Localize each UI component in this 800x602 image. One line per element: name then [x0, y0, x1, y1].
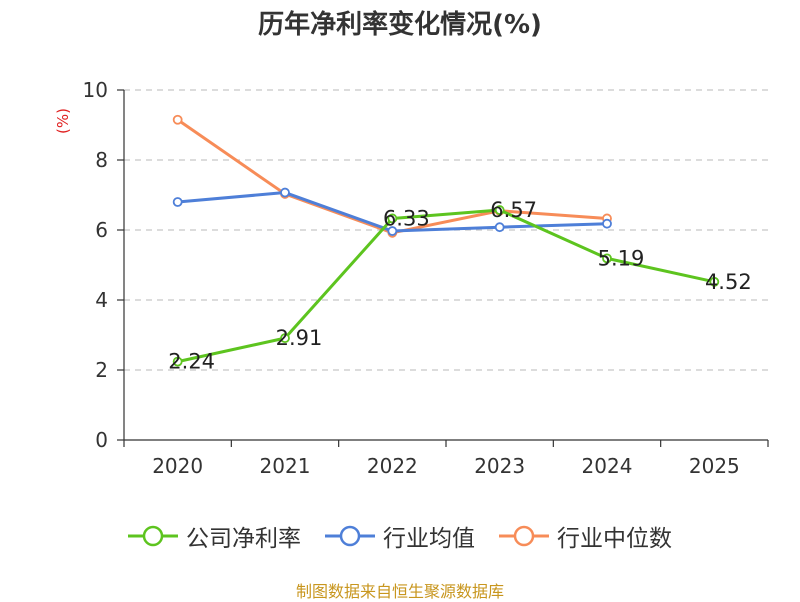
data-label: 6.57: [490, 198, 537, 222]
legend-label: 行业中位数: [557, 526, 672, 552]
x-tick-label: 2021: [260, 454, 311, 478]
series-lines: [172, 114, 720, 367]
legend-line-marker-icon: [499, 525, 549, 547]
x-tick-label: 2020: [152, 454, 203, 478]
x-tick-label: 2022: [367, 454, 418, 478]
data-point: [387, 213, 398, 224]
data-label: 6.33: [383, 206, 430, 230]
data-label: 4.52: [705, 270, 752, 294]
legend-label: 公司净利率: [186, 526, 301, 552]
y-tick-label: 8: [95, 148, 108, 172]
data-point: [172, 114, 183, 125]
data-label: 2.24: [168, 350, 215, 374]
legend-line-marker-icon: [325, 525, 375, 547]
data-point: [172, 356, 183, 367]
y-tick-label: 10: [83, 78, 108, 102]
data-label: 5.19: [598, 246, 645, 270]
legend-item[interactable]: 行业均值: [325, 519, 475, 553]
x-tick-label: 2025: [689, 454, 740, 478]
data-point: [709, 276, 720, 287]
data-point: [494, 205, 505, 215]
axes: 0 2 4 6 8 10 2020 2021 2022 2023 2024 2025: [83, 78, 769, 478]
y-tick-label: 6: [95, 218, 108, 242]
data-point: [602, 253, 612, 264]
data-point: [280, 187, 290, 198]
data-label: 2.91: [276, 326, 323, 350]
chart-title: 历年净利率变化情况(%): [258, 10, 542, 40]
data-labels: 2.24 2.91 6.33 6.57 5.19 4.52: [168, 198, 751, 374]
legend-label: 行业均值: [383, 526, 475, 552]
legend: 公司净利率 行业均值 行业中位数: [0, 518, 800, 554]
x-tick-label: 2023: [474, 454, 525, 478]
data-point: [387, 226, 398, 236]
x-tick-label: 2024: [582, 454, 633, 478]
data-point: [494, 222, 505, 233]
y-tick-label: 2: [95, 358, 108, 382]
y-tick-label: 0: [95, 428, 108, 452]
data-source-note: 制图数据来自恒生聚源数据库: [295, 582, 504, 601]
legend-line-marker-icon: [128, 525, 178, 547]
y-tick-label: 4: [95, 288, 108, 312]
data-point: [280, 333, 290, 344]
series-line: [177, 208, 715, 364]
data-point: [172, 197, 183, 207]
legend-item[interactable]: 公司净利率: [128, 519, 301, 553]
data-point: [602, 218, 612, 229]
legend-item[interactable]: 行业中位数: [499, 519, 672, 553]
